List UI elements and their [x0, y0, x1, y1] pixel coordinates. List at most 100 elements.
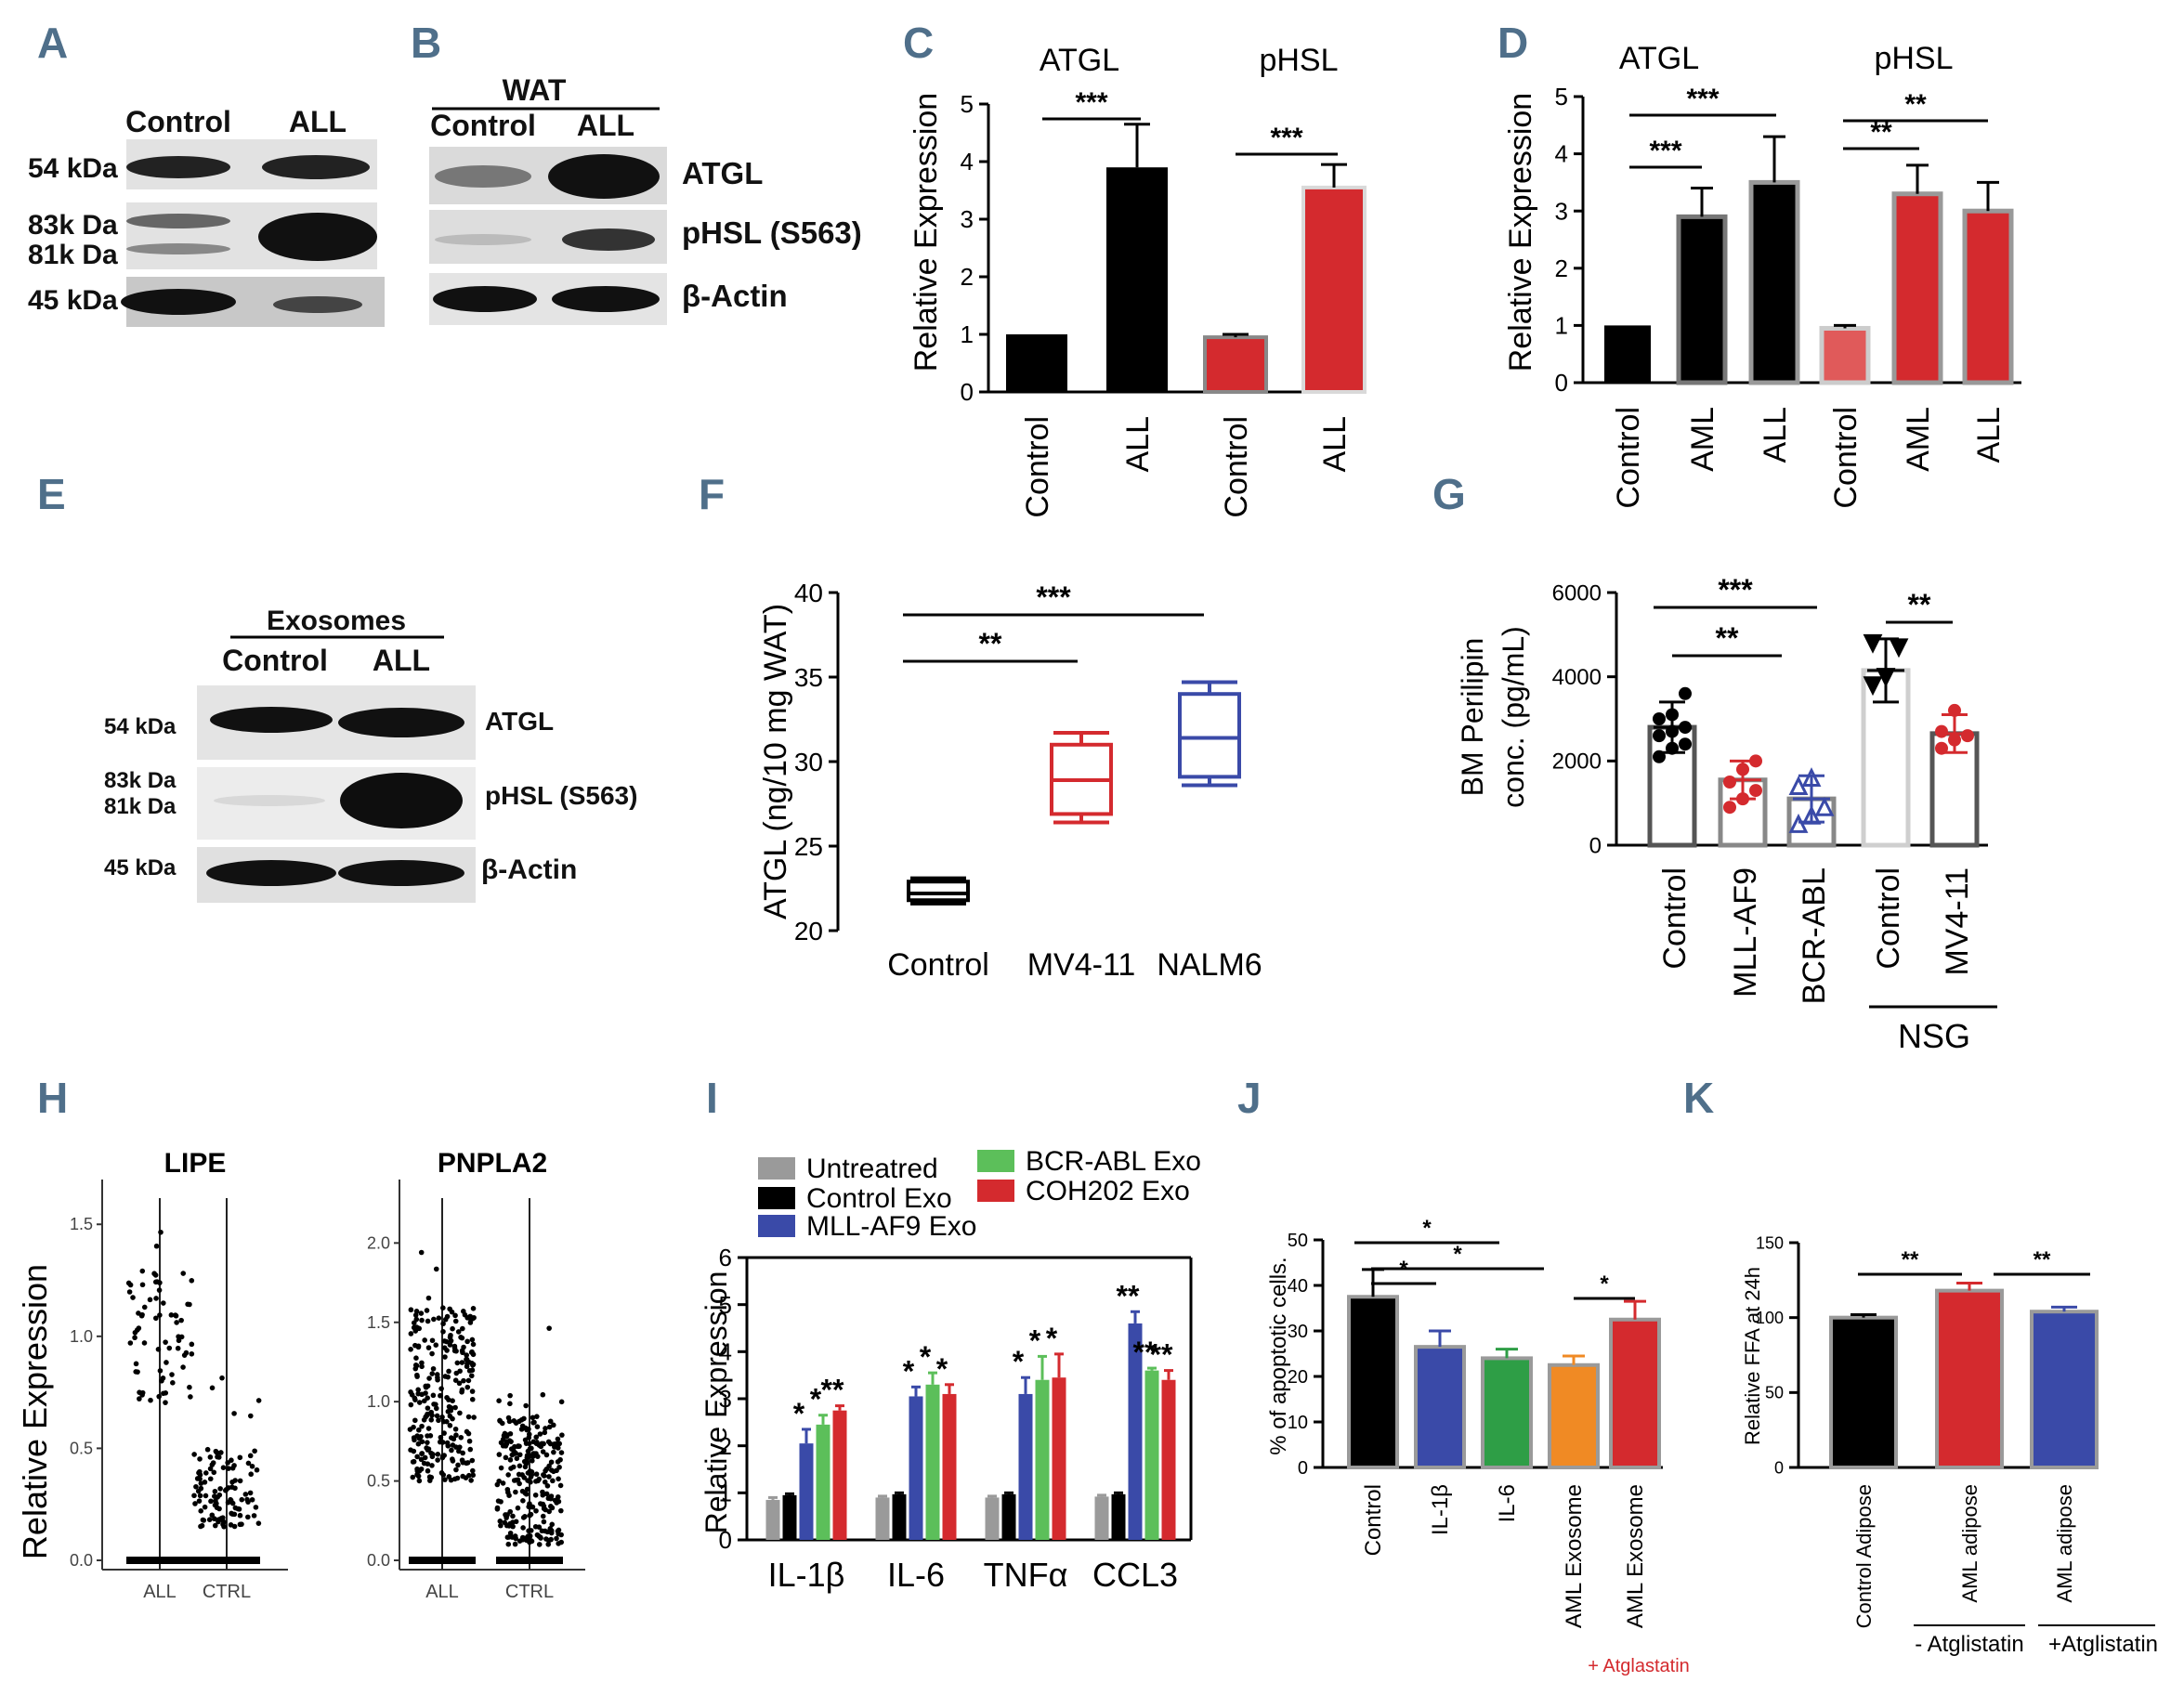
c-bar: [1301, 185, 1367, 394]
h2-point: [554, 1535, 559, 1542]
d-x-tick-label: AML: [1901, 407, 1936, 472]
h2-point: [450, 1325, 455, 1332]
h2-point: [456, 1380, 463, 1387]
h2-point: [411, 1448, 417, 1454]
h1-point: [216, 1506, 222, 1512]
f-x-tick-label: NALM6: [1157, 947, 1262, 983]
h2-point: [496, 1478, 502, 1484]
h1-point: [245, 1460, 252, 1467]
f-y-tick-label: 40: [794, 579, 823, 607]
h1-point: [139, 1282, 146, 1288]
h2-point: [459, 1335, 465, 1341]
h2-point: [425, 1426, 432, 1431]
h2-point: [412, 1328, 419, 1334]
h2-point: [425, 1467, 431, 1474]
h1-point: [159, 1377, 164, 1384]
j-bar: [1347, 1295, 1399, 1469]
h2-point: [530, 1439, 537, 1445]
h2-point: [430, 1365, 437, 1372]
h2-point: [422, 1454, 428, 1461]
f-box: [907, 880, 970, 903]
h2-point: [431, 1316, 437, 1323]
h1-point: [163, 1360, 169, 1365]
i-bar: [1018, 1393, 1033, 1540]
panel-label-i: I: [706, 1074, 718, 1122]
h2-point: [440, 1328, 446, 1335]
h2-point: [440, 1453, 446, 1459]
j-x-tick-label: AML Exosome: [1562, 1484, 1587, 1628]
h2-point: [466, 1472, 472, 1479]
panel-label-d: D: [1497, 19, 1528, 67]
h2-point: [470, 1306, 477, 1311]
i-legend-label: Untreatred: [806, 1154, 938, 1184]
f-sig-label: ***: [1036, 580, 1071, 614]
blot-a-band: [262, 155, 370, 179]
h2-point: [444, 1348, 450, 1353]
h2-point: [543, 1491, 550, 1497]
h2-point: [517, 1538, 523, 1544]
blot-e-label-phsl: pHSL (S563): [485, 781, 637, 810]
h2-point: [452, 1426, 459, 1432]
h2-point: [540, 1492, 546, 1498]
blot-b-band: [435, 165, 531, 188]
h2-point: [517, 1452, 523, 1458]
h2-point: [456, 1448, 462, 1454]
h2-point: [541, 1519, 547, 1525]
h2-point: [529, 1538, 535, 1545]
h1-point: [242, 1492, 249, 1497]
d-bar: [1962, 208, 2014, 385]
h1-point: [174, 1320, 179, 1325]
h2-point: [450, 1398, 455, 1403]
h2-point: [460, 1450, 465, 1456]
h1-point: [170, 1380, 176, 1386]
g-point: [1863, 676, 1883, 697]
d-bar: [1676, 214, 1728, 385]
h2-point: [552, 1441, 558, 1447]
d-x-tick-label: Control: [1828, 407, 1864, 509]
h2-point: [411, 1458, 417, 1465]
h2-point: [438, 1386, 444, 1391]
h2-point: [434, 1413, 440, 1419]
h2-x-tick-label: CTRL: [505, 1582, 554, 1602]
panel-label-e: E: [37, 470, 66, 518]
i-sig-label: *: [936, 1352, 948, 1386]
h1-point: [147, 1297, 153, 1303]
blot-a-band: [273, 296, 362, 313]
h2-point: [446, 1368, 451, 1375]
i-bar: [1094, 1496, 1109, 1540]
h1-point: [130, 1295, 136, 1300]
h2-point: [526, 1504, 532, 1510]
f-x-tick-label: MV4-11: [1027, 947, 1136, 983]
h2-point: [530, 1454, 536, 1459]
h2-point: [414, 1374, 420, 1379]
h2-point: [469, 1396, 476, 1402]
g-point: [1948, 733, 1961, 747]
c-x-tick-label: ALL: [1120, 416, 1156, 473]
h1-point: [208, 1498, 214, 1505]
h1-point: [161, 1300, 166, 1306]
h2-point: [534, 1414, 540, 1419]
h1-point: [163, 1400, 168, 1405]
h2-point: [413, 1355, 419, 1362]
c-bar: [1203, 335, 1268, 395]
h2-point: [428, 1416, 435, 1423]
h2-point: [520, 1515, 527, 1520]
h2-point: [446, 1397, 451, 1402]
h1-point: [193, 1483, 199, 1490]
i-sig-label: *: [1029, 1323, 1041, 1357]
h2-point: [412, 1312, 419, 1318]
i-y-tick-label: 5: [719, 1291, 732, 1319]
k-x-tick-label: AML adipose: [1958, 1484, 1981, 1603]
h1-point: [126, 1289, 133, 1295]
h1-point: [151, 1271, 157, 1277]
g-y-tick-label: 6000: [1552, 580, 1602, 606]
h1-point: [207, 1454, 214, 1460]
j-y-tick-label: 20: [1288, 1367, 1308, 1388]
h2-y-tick-label: 2.0: [367, 1233, 390, 1252]
h1-point: [157, 1312, 163, 1318]
blot-a-mw-81: 81k Da: [28, 240, 118, 270]
h2-point: [545, 1439, 552, 1445]
h1-point: [176, 1337, 182, 1344]
h2-point: [414, 1468, 421, 1474]
blot-b-band: [548, 154, 660, 199]
